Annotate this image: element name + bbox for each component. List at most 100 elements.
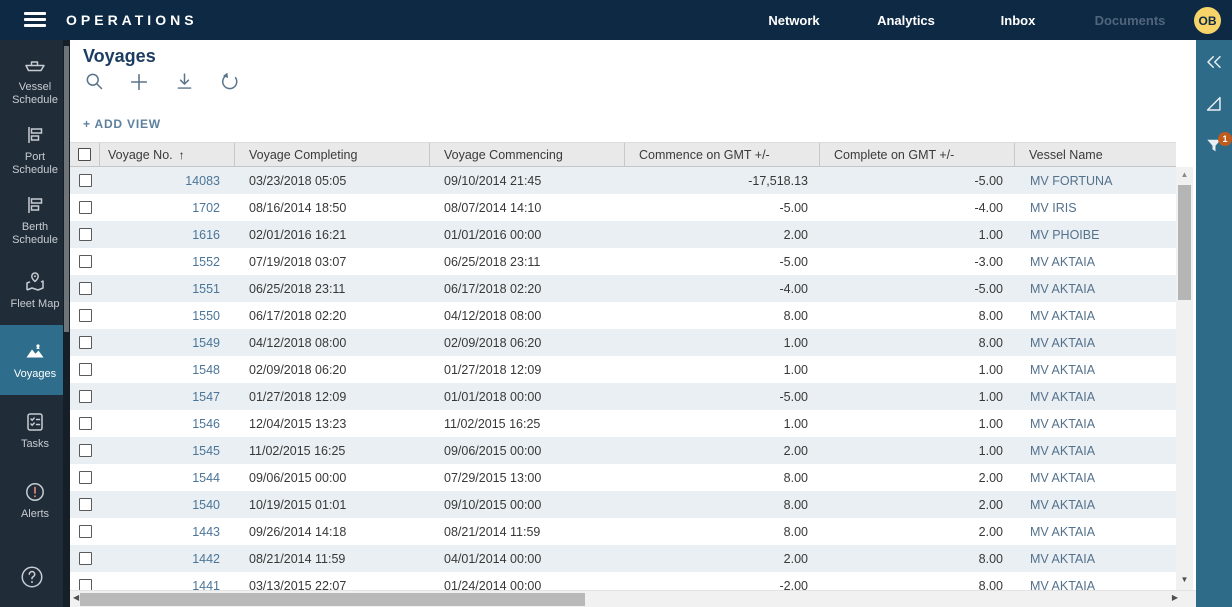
table-row[interactable]: 1548 02/09/2018 06:20 01/27/2018 12:09 1… [70, 356, 1176, 383]
download-button[interactable] [173, 73, 195, 95]
column-header-vessel-name[interactable]: Vessel Name [1029, 147, 1103, 162]
scroll-right-icon[interactable]: ▶ [1171, 593, 1178, 602]
voyage-no-link[interactable]: 1544 [192, 470, 220, 485]
select-all-checkbox[interactable] [78, 148, 91, 161]
horizontal-scrollbar[interactable]: ◀ ▶ [70, 590, 1196, 607]
table-row[interactable]: 14083 03/23/2018 05:05 09/10/2014 21:45 … [70, 167, 1176, 194]
column-header-voyage-completing[interactable]: Voyage Completing [235, 143, 430, 166]
set-square-icon [1203, 93, 1225, 120]
column-header-commence-gmt[interactable]: Commence on GMT +/- [625, 143, 820, 166]
alerts-icon [23, 480, 47, 504]
voyage-no-link[interactable]: 1548 [192, 362, 220, 377]
table-row[interactable]: 1443 09/26/2014 14:18 08/21/2014 11:59 8… [70, 518, 1176, 545]
voyage-no-link[interactable]: 1443 [192, 524, 220, 539]
voyage-completing-cell: 03/13/2015 22:07 [249, 578, 347, 591]
vertical-scrollbar-thumb[interactable] [1178, 185, 1191, 300]
row-checkbox[interactable] [78, 255, 92, 268]
row-checkbox[interactable] [78, 417, 92, 430]
row-checkbox[interactable] [78, 228, 92, 241]
voyage-no-link[interactable]: 1550 [192, 308, 220, 323]
table-row[interactable]: 1547 01/27/2018 12:09 01/01/2018 00:00 -… [70, 383, 1176, 410]
scroll-up-icon[interactable]: ▲ [1180, 170, 1189, 179]
table-row[interactable]: 1544 09/06/2015 00:00 07/29/2015 13:00 8… [70, 464, 1176, 491]
commence-gmt-cell: 2.00 [783, 227, 808, 242]
row-checkbox[interactable] [78, 498, 92, 511]
voyage-no-link[interactable]: 1549 [192, 335, 220, 350]
table-row[interactable]: 1545 11/02/2015 16:25 09/06/2015 00:00 2… [70, 437, 1176, 464]
hamburger-menu-icon[interactable] [24, 12, 46, 28]
vessel-name-cell: MV IRIS [1030, 200, 1077, 215]
vertical-scrollbar[interactable]: ▲ ▼ [1176, 167, 1193, 590]
voyage-no-link[interactable]: 1546 [192, 416, 220, 431]
column-header-voyage-no[interactable]: Voyage No. ↑ [100, 143, 235, 166]
complete-gmt-cell: 2.00 [978, 524, 1003, 539]
nav-network[interactable]: Network [768, 12, 820, 28]
column-header-complete-gmt[interactable]: Complete on GMT +/- [820, 143, 1015, 166]
row-checkbox[interactable] [78, 282, 92, 295]
nav-documents[interactable]: Documents [1094, 12, 1166, 28]
sidebar-item-tasks[interactable]: Tasks [0, 395, 70, 465]
table-row[interactable]: 1442 08/21/2014 11:59 04/01/2014 00:00 2… [70, 545, 1176, 572]
sidebar-scrollbar-thumb[interactable] [64, 46, 69, 332]
row-checkbox[interactable] [78, 525, 92, 538]
row-checkbox[interactable] [78, 471, 92, 484]
search-button[interactable] [83, 73, 105, 95]
complete-gmt-cell: 2.00 [978, 497, 1003, 512]
measure-tool-button[interactable] [1202, 94, 1226, 118]
row-checkbox[interactable] [78, 390, 92, 403]
sidebar-item-alerts[interactable]: Alerts [0, 465, 70, 535]
row-checkbox[interactable] [78, 174, 92, 187]
table-row[interactable]: 1616 02/01/2016 16:21 01/01/2016 00:00 2… [70, 221, 1176, 248]
help-button[interactable] [0, 564, 64, 595]
scroll-left-icon[interactable]: ◀ [73, 593, 80, 602]
row-checkbox[interactable] [78, 444, 92, 457]
horizontal-scrollbar-thumb[interactable] [80, 593, 585, 606]
reset-button[interactable] [218, 72, 240, 95]
voyage-no-link[interactable]: 1552 [192, 254, 220, 269]
complete-gmt-cell: -3.00 [974, 254, 1004, 269]
sidebar-item-berth-schedule[interactable]: Berth Schedule [0, 185, 70, 255]
column-header-voyage-commencing[interactable]: Voyage Commencing [430, 143, 625, 166]
table-row[interactable]: 1549 04/12/2018 08:00 02/09/2018 06:20 1… [70, 329, 1176, 356]
collapse-panel-button[interactable] [1202, 52, 1226, 76]
top-nav: Network Analytics Inbox Documents [738, 0, 1186, 40]
table-row[interactable]: 1546 12/04/2015 13:23 11/02/2015 16:25 1… [70, 410, 1176, 437]
voyage-no-link[interactable]: 1551 [192, 281, 220, 296]
sort-asc-icon[interactable]: ↑ [178, 147, 185, 162]
sidebar-item-voyages[interactable]: Voyages [0, 325, 70, 395]
voyage-no-link[interactable]: 1442 [192, 551, 220, 566]
table-row[interactable]: 1540 10/19/2015 01:01 09/10/2015 00:00 8… [70, 491, 1176, 518]
plus-icon [128, 71, 150, 98]
voyage-no-link[interactable]: 1545 [192, 443, 220, 458]
table-row[interactable]: 1702 08/16/2014 18:50 08/07/2014 14:10 -… [70, 194, 1176, 221]
voyage-no-link[interactable]: 1547 [192, 389, 220, 404]
sidebar-item-fleet-map[interactable]: Fleet Map [0, 255, 70, 325]
table-row[interactable]: 1552 07/19/2018 03:07 06/25/2018 23:11 -… [70, 248, 1176, 275]
complete-gmt-cell: 8.00 [978, 335, 1003, 350]
table-row[interactable]: 1551 06/25/2018 23:11 06/17/2018 02:20 -… [70, 275, 1176, 302]
row-checkbox[interactable] [78, 309, 92, 322]
sidebar-item-port-schedule[interactable]: Port Schedule [0, 115, 70, 185]
filter-badge: 1 [1218, 132, 1232, 146]
nav-analytics[interactable]: Analytics [877, 12, 935, 28]
row-checkbox[interactable] [78, 579, 92, 590]
voyage-no-link[interactable]: 1616 [192, 227, 220, 242]
table-row[interactable]: 1441 03/13/2015 22:07 01/24/2014 00:00 -… [70, 572, 1176, 590]
row-checkbox-cell [70, 545, 100, 572]
table-row[interactable]: 1550 06/17/2018 02:20 04/12/2018 08:00 8… [70, 302, 1176, 329]
row-checkbox[interactable] [78, 363, 92, 376]
voyage-no-link[interactable]: 1702 [192, 200, 220, 215]
avatar[interactable]: OB [1194, 7, 1221, 34]
sidebar-item-vessel-schedule[interactable]: Vessel Schedule [0, 45, 70, 115]
row-checkbox[interactable] [78, 552, 92, 565]
filter-button[interactable]: 1 [1202, 132, 1232, 160]
add-view-button[interactable]: + ADD VIEW [83, 117, 161, 131]
voyage-no-link[interactable]: 14083 [185, 173, 220, 188]
voyage-no-link[interactable]: 1441 [192, 578, 220, 591]
row-checkbox[interactable] [78, 336, 92, 349]
voyage-no-link[interactable]: 1540 [192, 497, 220, 512]
scroll-down-icon[interactable]: ▼ [1180, 575, 1189, 584]
nav-inbox[interactable]: Inbox [1000, 12, 1036, 28]
row-checkbox[interactable] [78, 201, 92, 214]
add-button[interactable] [128, 73, 150, 95]
